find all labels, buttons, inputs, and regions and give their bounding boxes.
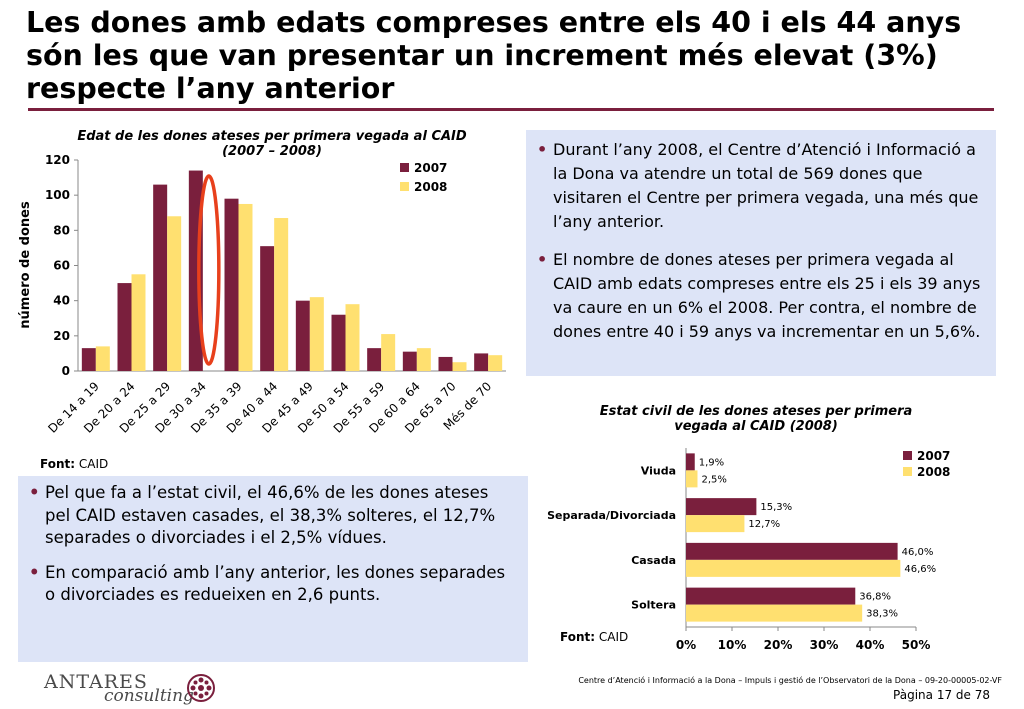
data-label: 15,3% [760, 502, 792, 513]
highlight-ellipse [197, 174, 221, 366]
data-label: 2,5% [702, 474, 727, 485]
bar-2007 [474, 353, 489, 371]
page-title: Les dones amb edats compreses entre els … [26, 6, 962, 105]
category-label: Soltera [631, 599, 676, 612]
x-tick-label: 40% [856, 638, 885, 652]
bar-2007 [686, 587, 856, 605]
legend-label: 2008 [414, 180, 447, 194]
y-axis-label: número de dones [18, 201, 33, 329]
title-divider [28, 108, 994, 111]
source-note-civil: Font: CAID [560, 630, 628, 644]
data-label: 46,0% [902, 547, 934, 558]
bar-2008 [686, 515, 745, 533]
logo-flower-icon [187, 674, 215, 702]
legend-swatch [903, 467, 912, 476]
data-label: 1,9% [699, 457, 724, 468]
source-note-age: Font: CAID [40, 457, 108, 471]
source-value: CAID [598, 630, 629, 644]
legend-swatch [903, 451, 912, 460]
legend-swatch [400, 182, 409, 191]
source-label: Font: [560, 630, 596, 644]
data-label: 46,6% [904, 564, 936, 575]
bar-2008 [381, 334, 396, 371]
bar-2007 [438, 356, 453, 371]
x-tick-label: 10% [718, 638, 747, 652]
y-tick-label: 100 [45, 188, 70, 202]
legend-label: 2008 [917, 465, 950, 479]
bar-2007 [117, 283, 132, 371]
summary-box-right: Durant l’any 2008, el Centre d’Atenció i… [526, 130, 996, 376]
x-tick-label: 30% [810, 638, 839, 652]
bar-2008 [238, 203, 253, 371]
bar-2007 [402, 351, 417, 371]
chart-title: vegada al CAID (2008) [674, 419, 838, 434]
bar-2008 [452, 362, 467, 371]
bar-2007 [295, 300, 310, 371]
y-tick-label: 120 [45, 153, 70, 167]
data-label: 36,8% [859, 592, 891, 603]
x-tick-label: 0% [676, 638, 696, 652]
bar-2008 [416, 348, 431, 371]
bar-2008 [131, 274, 146, 371]
y-tick-label: 80 [53, 223, 70, 237]
bar-2008 [686, 470, 698, 488]
bullet-item: Pel que fa a l’estat civil, el 46,6% de … [27, 482, 518, 550]
source-value: CAID [78, 457, 109, 471]
bar-2008 [95, 346, 110, 371]
category-label: Casada [631, 554, 676, 567]
bar-2007 [224, 198, 239, 371]
bullet-item: Durant l’any 2008, el Centre d’Atenció i… [535, 138, 986, 234]
chart-title: Estat civil de les dones ateses per prim… [600, 404, 913, 419]
y-tick-label: 60 [53, 259, 70, 273]
chart-title: (2007 – 2008) [222, 144, 322, 159]
bar-2008 [274, 218, 289, 371]
legend-label: 2007 [414, 161, 447, 175]
bar-2007 [367, 348, 382, 371]
bar-2007 [81, 348, 96, 371]
y-tick-label: 20 [53, 329, 70, 343]
bar-2008 [686, 559, 901, 577]
legend-label: 2007 [917, 449, 950, 463]
bar-2008 [309, 297, 324, 371]
logo-subtitle: consulting [104, 686, 194, 706]
bar-2008 [167, 216, 182, 371]
summary-box-left: Pel que fa a l’estat civil, el 46,6% de … [18, 476, 528, 662]
chart-title: Edat de les dones ateses per primera veg… [77, 129, 467, 144]
x-tick-label: 20% [764, 638, 793, 652]
logo-wordmark: ANTARES [44, 671, 148, 693]
bullet-item: En comparació amb l’any anterior, les do… [27, 562, 518, 607]
legend-swatch [400, 163, 409, 172]
x-tick-label: 50% [902, 638, 931, 652]
bar-2007 [153, 184, 168, 371]
bar-2007 [331, 314, 346, 371]
bar-2007 [686, 542, 898, 560]
bar-2007 [686, 498, 757, 516]
bar-2008 [345, 304, 360, 371]
category-label: Separada/Divorciada [547, 509, 676, 522]
bar-2008 [686, 604, 863, 622]
y-tick-label: 0 [62, 364, 70, 378]
bar-2007 [260, 246, 275, 371]
y-tick-label: 40 [53, 294, 70, 308]
data-label: 12,7% [748, 519, 780, 530]
bar-2007 [686, 453, 695, 471]
source-label: Font: [40, 457, 76, 471]
footer-note: Centre d’Atenció i Informació a la Dona … [578, 676, 1002, 685]
data-label: 38,3% [866, 609, 898, 620]
category-label: Viuda [641, 464, 676, 477]
bullet-item: El nombre de dones ateses per primera ve… [535, 248, 986, 344]
page-number: Pàgina 17 de 78 [893, 688, 990, 702]
bar-2008 [488, 355, 503, 371]
